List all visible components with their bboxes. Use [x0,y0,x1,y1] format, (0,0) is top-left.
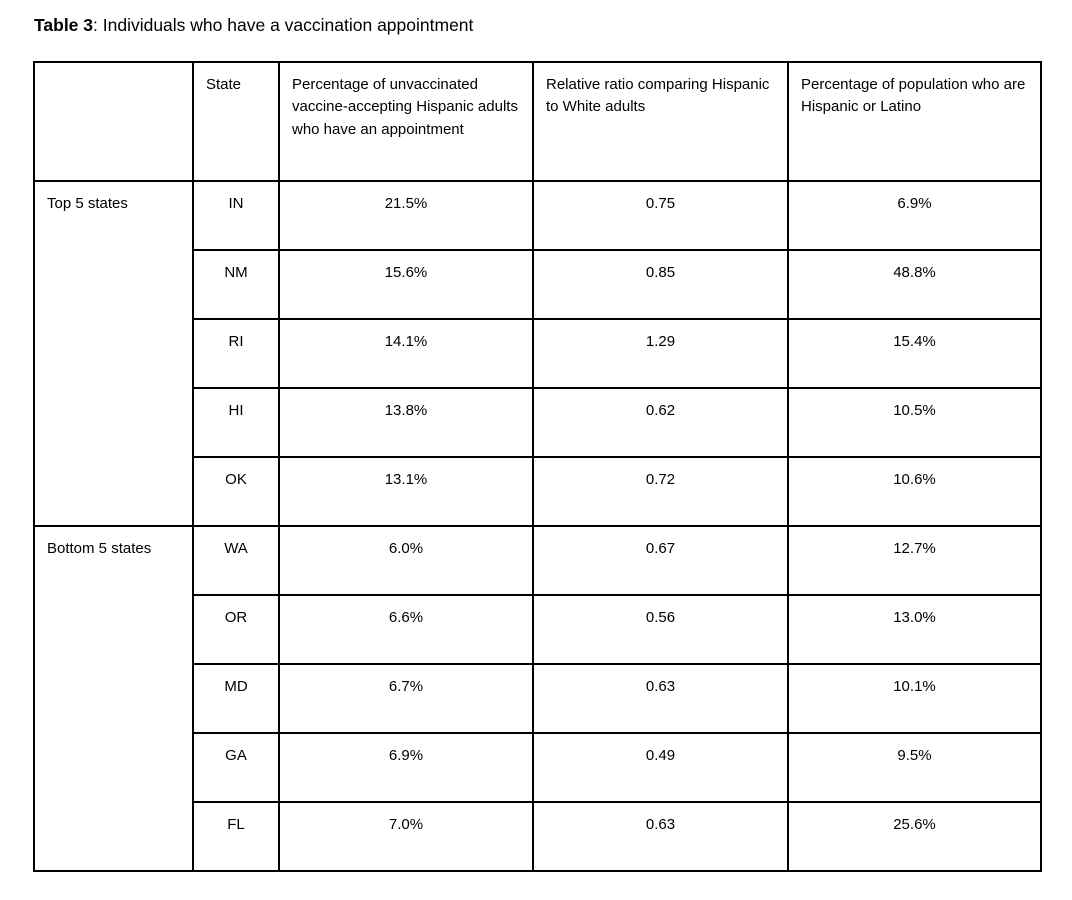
state-cell: OK [192,455,280,527]
state-cell: RI [192,317,280,389]
pct-appointment-cell: 6.6% [278,593,534,665]
pct-population-cell: 9.5% [787,731,1042,803]
relative-ratio-cell: 0.63 [532,800,789,872]
table-row: RI 14.1% 1.29 15.4% [34,317,1042,389]
vaccination-appointment-table: State Percentage of unvaccinated vaccine… [33,60,1042,872]
state-cell: HI [192,386,280,458]
pct-appointment-cell: 6.7% [278,662,534,734]
pct-population-cell: 48.8% [787,248,1042,320]
table-row: GA 6.9% 0.49 9.5% [34,731,1042,803]
pct-population-cell: 13.0% [787,593,1042,665]
state-cell: FL [192,800,280,872]
relative-ratio-cell: 0.56 [532,593,789,665]
state-cell: WA [192,524,280,596]
pct-population-cell: 12.7% [787,524,1042,596]
state-cell: MD [192,662,280,734]
table-row: Top 5 states IN 21.5% 0.75 6.9% [33,179,1042,527]
table-caption-text: : Individuals who have a vaccination app… [93,15,474,35]
header-pct-appointment: Percentage of unvaccinated vaccine-accep… [278,60,534,182]
table-row: NM 15.6% 0.85 48.8% [34,248,1042,320]
table-row: HI 13.8% 0.62 10.5% [34,386,1042,458]
table-row: OK 13.1% 0.72 10.6% [34,455,1042,527]
group-label-bottom5: Bottom 5 states [33,524,194,872]
relative-ratio-cell: 0.85 [532,248,789,320]
table-row: Bottom 5 states WA 6.0% 0.67 12.7% [33,524,1042,872]
table-row: FL 7.0% 0.63 25.6% [34,800,1042,872]
state-cell: NM [192,248,280,320]
group-label-top5: Top 5 states [33,179,194,527]
relative-ratio-cell: 0.62 [532,386,789,458]
state-cell: OR [192,593,280,665]
pct-appointment-cell: 6.9% [278,731,534,803]
header-row: State Percentage of unvaccinated vaccine… [33,60,1042,182]
pct-population-cell: 10.5% [787,386,1042,458]
pct-population-cell: 25.6% [787,800,1042,872]
relative-ratio-cell: 0.49 [532,731,789,803]
pct-appointment-cell: 15.6% [278,248,534,320]
header-pct-population: Percentage of population who are Hispani… [787,60,1042,182]
table-caption-label: Table 3 [34,15,94,35]
pct-appointment-cell: 7.0% [278,800,534,872]
table-row: MD 6.7% 0.63 10.1% [34,662,1042,734]
pct-appointment-cell: 14.1% [278,317,534,389]
header-state: State [192,60,280,182]
state-cell: IN [192,179,280,251]
pct-appointment-cell: 13.8% [278,386,534,458]
pct-population-cell: 15.4% [787,317,1042,389]
pct-population-cell: 10.1% [787,662,1042,734]
pct-population-cell: 10.6% [787,455,1042,527]
pct-appointment-cell: 21.5% [278,179,534,251]
table-caption: Table 3: Individuals who have a vaccinat… [34,14,1072,37]
relative-ratio-cell: 0.72 [532,455,789,527]
state-cell: GA [192,731,280,803]
relative-ratio-cell: 1.29 [532,317,789,389]
relative-ratio-cell: 0.67 [532,524,789,596]
relative-ratio-cell: 0.63 [532,662,789,734]
table-row: OR 6.6% 0.56 13.0% [34,593,1042,665]
relative-ratio-cell: 0.75 [532,179,789,251]
pct-appointment-cell: 6.0% [278,524,534,596]
pct-appointment-cell: 13.1% [278,455,534,527]
pct-population-cell: 6.9% [787,179,1042,251]
header-relative-ratio: Relative ratio comparing Hispanic to Whi… [532,60,789,182]
header-group [33,60,194,182]
